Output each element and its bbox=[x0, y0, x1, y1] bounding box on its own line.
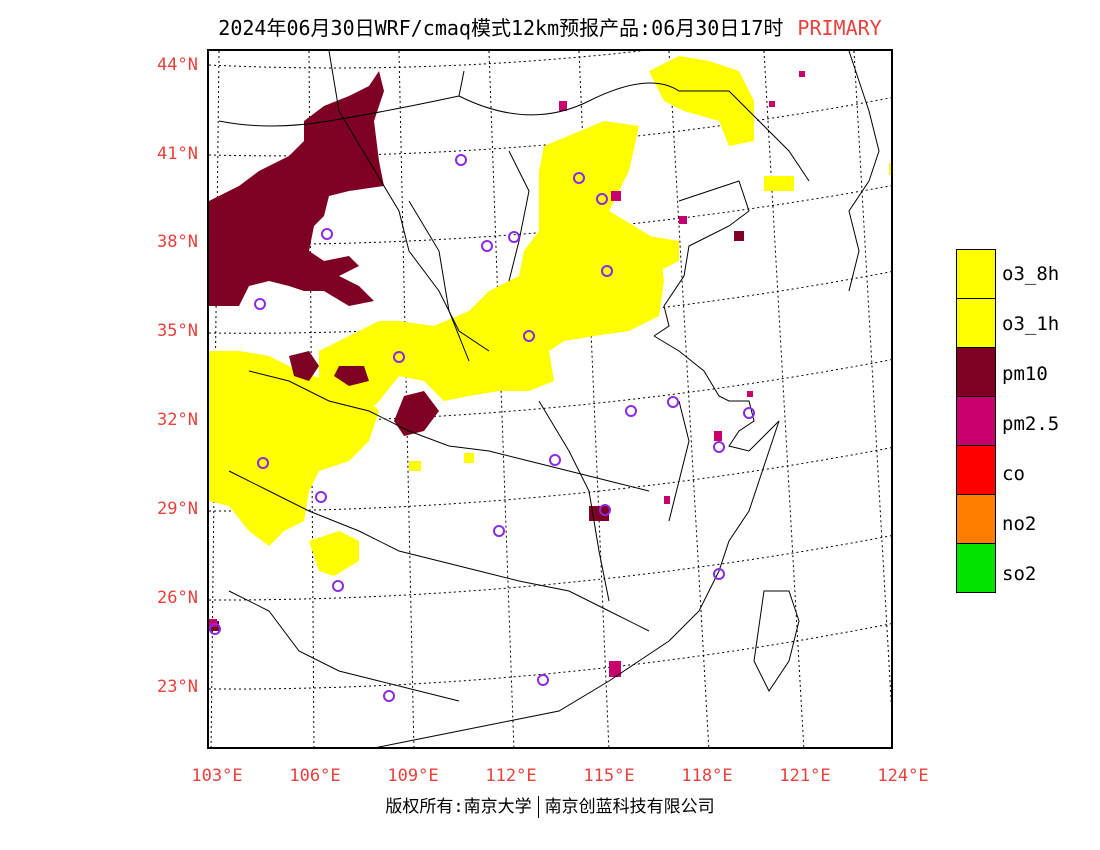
lat-label-29: 29°N bbox=[157, 499, 198, 519]
lat-label-44: 44°N bbox=[157, 55, 198, 75]
title-tag: PRIMARY bbox=[797, 16, 882, 40]
legend-swatch-no2 bbox=[956, 495, 996, 544]
lon-label-118: 118°E bbox=[681, 766, 733, 786]
pm10-areas bbox=[209, 71, 744, 631]
lat-label-23: 23°N bbox=[157, 677, 198, 697]
legend-label-so2: so2 bbox=[1002, 563, 1037, 585]
lon-label-121: 121°E bbox=[779, 766, 831, 786]
copyright-left: 版权所有:南京大学 bbox=[385, 797, 532, 817]
lat-label-38: 38°N bbox=[157, 232, 198, 252]
title-text: 2024年06月30日WRF/cmaq模式12km预报产品:06月30日17时 bbox=[218, 16, 784, 40]
map-title: 2024年06月30日WRF/cmaq模式12km预报产品:06月30日17时 P… bbox=[0, 12, 1100, 41]
legend-label-co: co bbox=[1002, 463, 1025, 485]
legend-label-pm10: pm10 bbox=[1002, 363, 1048, 385]
legend-label-no2: no2 bbox=[1002, 513, 1037, 535]
copyright: 版权所有:南京大学 南京创蓝科技有限公司 bbox=[0, 792, 1100, 818]
lon-label-103: 103°E bbox=[191, 766, 243, 786]
legend-label-o3-8h: o3_8h bbox=[1002, 263, 1060, 285]
station-markers bbox=[209, 154, 755, 702]
legend-swatch-o3-8h bbox=[956, 249, 996, 299]
legend bbox=[956, 249, 1000, 593]
copyright-right: 南京创蓝科技有限公司 bbox=[544, 797, 715, 817]
legend-label-pm25: pm2.5 bbox=[1002, 413, 1060, 435]
lat-label-41: 41°N bbox=[157, 144, 198, 164]
lat-label-35: 35°N bbox=[157, 321, 198, 341]
lon-label-106: 106°E bbox=[289, 766, 341, 786]
copyright-separator bbox=[537, 796, 539, 818]
legend-swatch-so2 bbox=[956, 544, 996, 593]
o3-areas bbox=[209, 56, 891, 576]
legend-swatch-pm10 bbox=[956, 348, 996, 397]
lat-label-26: 26°N bbox=[157, 588, 198, 608]
legend-swatch-co bbox=[956, 446, 996, 495]
boundaries bbox=[218, 51, 880, 747]
map-panel bbox=[207, 49, 893, 749]
lon-label-109: 109°E bbox=[387, 766, 439, 786]
lon-label-112: 112°E bbox=[485, 766, 537, 786]
lon-label-124: 124°E bbox=[877, 766, 929, 786]
legend-swatch-pm25 bbox=[956, 397, 996, 446]
lon-label-115: 115°E bbox=[583, 766, 635, 786]
legend-label-o3-1h: o3_1h bbox=[1002, 313, 1060, 335]
map-canvas bbox=[209, 51, 891, 747]
legend-swatch-o3-1h bbox=[956, 299, 996, 348]
lat-label-32: 32°N bbox=[157, 410, 198, 430]
pm25-areas bbox=[209, 71, 805, 677]
